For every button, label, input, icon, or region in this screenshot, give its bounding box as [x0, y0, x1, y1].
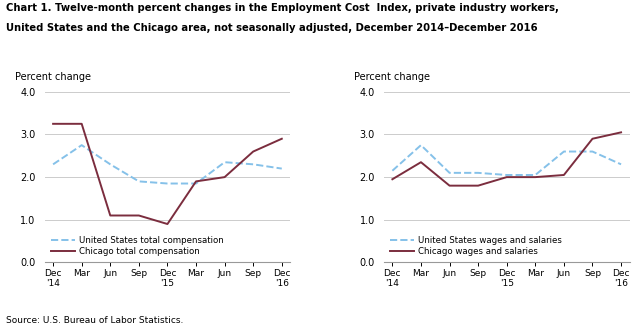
Line: Chicago total compensation: Chicago total compensation	[53, 124, 282, 224]
United States wages and salaries	[389, 169, 396, 173]
United States total compensation	[192, 182, 200, 186]
Legend: United States total compensation, Chicago total compensation: United States total compensation, Chicag…	[49, 235, 225, 258]
Legend: United States wages and salaries, Chicago wages and salaries: United States wages and salaries, Chicag…	[388, 235, 564, 258]
United States wages and salaries	[503, 173, 511, 177]
Chicago wages and salaries	[389, 177, 396, 181]
United States wages and salaries	[618, 162, 625, 166]
Chicago total compensation	[278, 137, 286, 141]
United States wages and salaries	[474, 171, 482, 175]
United States total compensation	[135, 179, 142, 183]
Chicago wages and salaries	[474, 184, 482, 188]
Chicago total compensation	[78, 122, 85, 126]
Text: Percent change: Percent change	[15, 72, 91, 82]
Chicago total compensation	[192, 179, 200, 183]
Chicago total compensation	[221, 175, 228, 179]
United States total compensation	[49, 162, 57, 166]
Chicago wages and salaries	[446, 184, 453, 188]
Chicago total compensation	[49, 122, 57, 126]
Chicago total compensation	[249, 150, 257, 154]
United States wages and salaries	[446, 171, 453, 175]
United States total compensation	[278, 167, 286, 171]
Chicago total compensation	[135, 214, 142, 217]
Line: United States wages and salaries: United States wages and salaries	[392, 145, 621, 175]
Chicago wages and salaries	[417, 160, 425, 164]
Line: United States total compensation: United States total compensation	[53, 145, 282, 184]
United States total compensation	[78, 143, 85, 147]
Chicago wages and salaries	[560, 173, 568, 177]
Line: Chicago wages and salaries: Chicago wages and salaries	[392, 132, 621, 186]
United States wages and salaries	[589, 150, 597, 154]
Text: Percent change: Percent change	[354, 72, 431, 82]
United States wages and salaries	[417, 143, 425, 147]
Chicago wages and salaries	[503, 175, 511, 179]
Text: United States and the Chicago area, not seasonally adjusted, December 2014–Decem: United States and the Chicago area, not …	[6, 23, 538, 33]
Chicago total compensation	[106, 214, 114, 217]
United States wages and salaries	[532, 173, 539, 177]
United States total compensation	[163, 182, 171, 186]
United States total compensation	[249, 162, 257, 166]
Text: Chart 1. Twelve-month percent changes in the Employment Cost  Index, private ind: Chart 1. Twelve-month percent changes in…	[6, 3, 559, 13]
Chicago wages and salaries	[532, 175, 539, 179]
United States wages and salaries	[560, 150, 568, 154]
Chicago total compensation	[163, 222, 171, 226]
United States total compensation	[106, 162, 114, 166]
Text: Source: U.S. Bureau of Labor Statistics.: Source: U.S. Bureau of Labor Statistics.	[6, 316, 184, 325]
Chicago wages and salaries	[618, 130, 625, 134]
United States total compensation	[221, 160, 228, 164]
Chicago wages and salaries	[589, 137, 597, 141]
